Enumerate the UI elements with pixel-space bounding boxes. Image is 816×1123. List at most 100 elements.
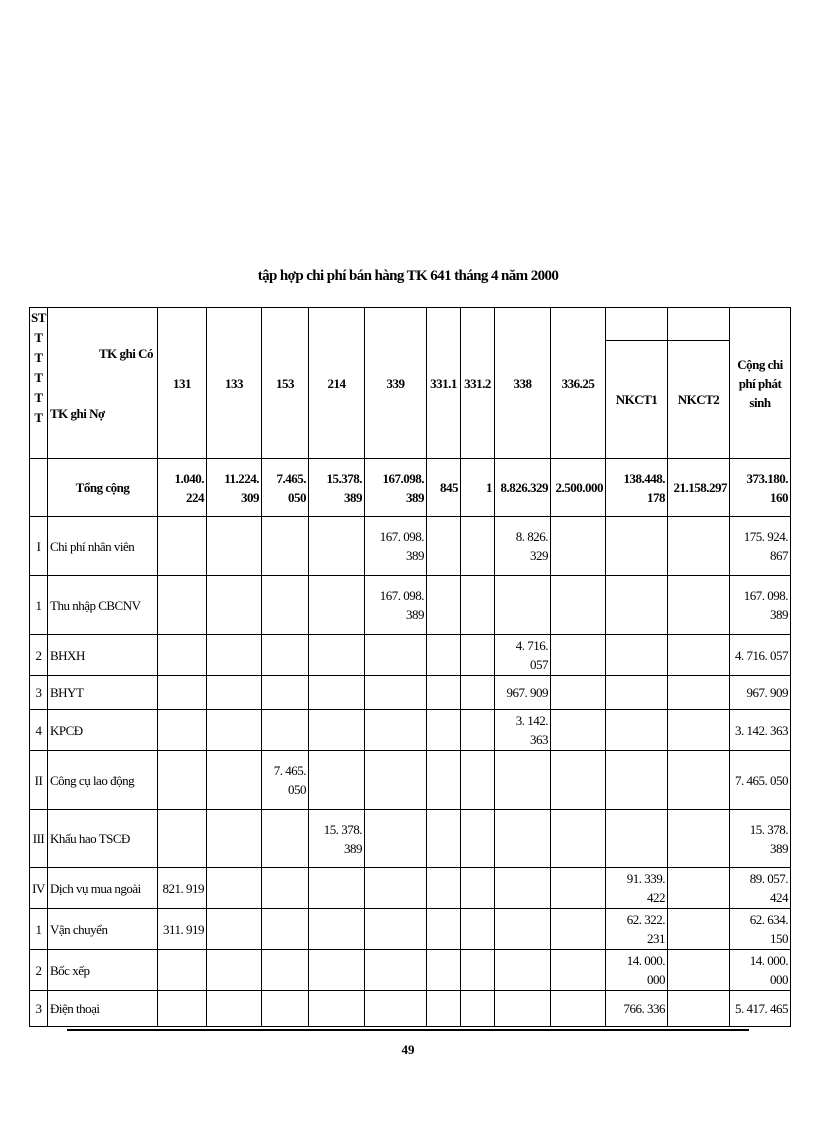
row-stt: I [29, 516, 48, 576]
value-cell [308, 634, 365, 676]
value-cell [667, 949, 730, 991]
table-row: IV Dịch vụ mua ngoài 821. 919 91. 339. 422 8… [29, 867, 791, 909]
value-cell [426, 908, 461, 950]
value-cell: 11.224. 309 [206, 458, 262, 517]
value-cell [308, 867, 365, 909]
table-row: 2 Bốc xếp 14. 000. 000 14. 000. 000 [29, 949, 791, 991]
table-row: I Chi phí nhân viên 167. 098. 389 8. 826. 3… [29, 516, 791, 576]
value-cell [550, 750, 606, 810]
header-subrow: NKCT1 NKCT2 [30, 340, 791, 459]
value-cell [364, 908, 427, 950]
column-header: 339 [364, 307, 427, 459]
value-cell [667, 516, 730, 576]
column-header: 133 [206, 307, 262, 459]
tk-ghi-no-label: TK ghi Nợ [50, 406, 105, 421]
value-cell [261, 516, 309, 576]
value-cell [364, 750, 427, 810]
value-cell: 8.826.329 [494, 458, 551, 517]
value-cell [206, 750, 262, 810]
value-cell: 3. 142. 363 [494, 709, 551, 751]
row-stt: 3 [29, 675, 48, 710]
value-cell: 4. 716. 057 [729, 634, 791, 676]
value-cell [206, 516, 262, 576]
value-cell: 4. 716. 057 [494, 634, 551, 676]
value-cell [550, 709, 606, 751]
value-cell [550, 516, 606, 576]
footer-divider [67, 1029, 749, 1031]
table-row: 3 BHYT 967. 909 967. 909 [29, 675, 791, 710]
value-cell [605, 634, 668, 676]
value-cell [605, 809, 668, 868]
value-cell [667, 809, 730, 868]
value-cell: 138.448. 178 [605, 458, 668, 517]
value-cell: 1 [460, 458, 495, 517]
value-cell [426, 675, 461, 710]
column-header: 336.25 [550, 307, 606, 459]
value-cell [494, 990, 551, 1027]
value-cell: 15. 378. 389 [308, 809, 365, 868]
value-cell [426, 990, 461, 1027]
value-cell [157, 949, 207, 991]
table-row: III Khấu hao TSCĐ 15. 378. 389 15. 378. 389 [29, 809, 791, 868]
table-row: 2 BHXH 4. 716. 057 4. 716. 057 [29, 634, 791, 676]
column-header: 214 [308, 307, 365, 459]
value-cell [308, 675, 365, 710]
row-stt [29, 458, 48, 517]
value-cell [157, 634, 207, 676]
value-cell [206, 949, 262, 991]
value-cell [261, 709, 309, 751]
value-cell [494, 575, 551, 635]
value-cell [667, 750, 730, 810]
value-cell [426, 949, 461, 991]
value-cell [157, 709, 207, 751]
value-cell [494, 908, 551, 950]
value-cell [494, 809, 551, 868]
value-cell [550, 634, 606, 676]
column-header: NKCT2 [667, 340, 730, 459]
value-cell [667, 908, 730, 950]
value-cell [364, 634, 427, 676]
value-cell [157, 809, 207, 868]
value-cell [308, 575, 365, 635]
row-name: Công cụ lao động [47, 750, 158, 810]
value-cell [261, 809, 309, 868]
value-cell [550, 990, 606, 1027]
value-cell [605, 750, 668, 810]
value-cell: 89. 057. 424 [729, 867, 791, 909]
value-cell: 7.465. 050 [261, 458, 309, 517]
value-cell [605, 709, 668, 751]
row-name: Khấu hao TSCĐ [47, 809, 158, 868]
value-cell [550, 809, 606, 868]
column-header: 338 [494, 307, 551, 459]
value-cell [157, 990, 207, 1027]
value-cell: 14. 000. 000 [729, 949, 791, 991]
row-name: Dịch vụ mua ngoài [47, 867, 158, 909]
value-cell [605, 575, 668, 635]
value-cell [157, 750, 207, 810]
value-cell [460, 516, 495, 576]
expense-table: ST T T T T T TK ghi Có TK ghi Nợ 131 133 153 2… [29, 307, 791, 1027]
value-cell [308, 908, 365, 950]
row-stt: 1 [29, 575, 48, 635]
column-header: 153 [261, 307, 309, 459]
value-cell [460, 634, 495, 676]
value-cell [157, 575, 207, 635]
value-cell [206, 809, 262, 868]
column-header: Cộng chi phí phát sinh [729, 307, 791, 459]
header-row: ST T T T T T TK ghi Có TK ghi Nợ 131 133 153 2… [29, 307, 791, 459]
value-cell [364, 675, 427, 710]
value-cell [206, 675, 262, 710]
value-cell [460, 949, 495, 991]
value-cell: 5. 417. 465 [729, 990, 791, 1027]
value-cell: 91. 339. 422 [605, 867, 668, 909]
row-name: Thu nhập CBCNV [47, 575, 158, 635]
value-cell [261, 990, 309, 1027]
value-cell: 8. 826. 329 [494, 516, 551, 576]
row-name: Điện thoại [47, 990, 158, 1027]
row-stt: IV [29, 867, 48, 909]
value-cell: 62. 634. 150 [729, 908, 791, 950]
value-cell [667, 990, 730, 1027]
value-cell: 2.500.000 [550, 458, 606, 517]
table-row: 1 Vận chuyển 311. 919 62. 322. 231 62. 634. … [29, 908, 791, 950]
value-cell [308, 949, 365, 991]
